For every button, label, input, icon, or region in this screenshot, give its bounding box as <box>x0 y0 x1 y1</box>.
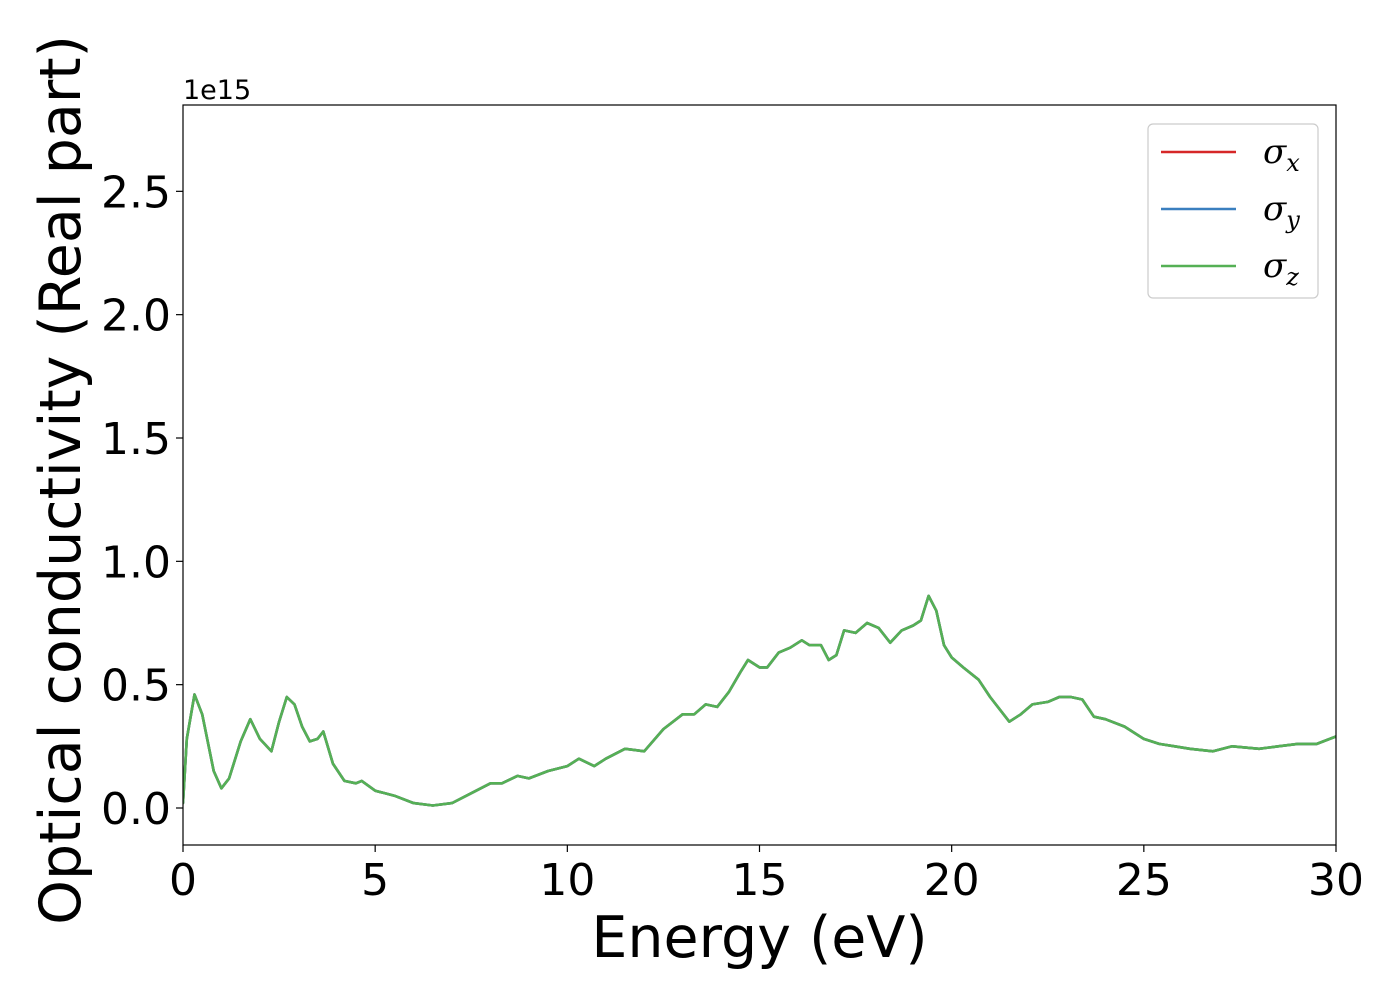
legend-symbol: σ <box>1263 246 1287 286</box>
plot-lines <box>183 594 1336 807</box>
y-tick-label: 0.5 <box>101 661 171 712</box>
legend-label-z: σz <box>1263 246 1299 291</box>
x-tick-label: 30 <box>1308 855 1364 906</box>
x-tick-label: 0 <box>169 855 197 906</box>
x-axis-ticks: 0 5 10 15 20 25 30 <box>169 845 1364 906</box>
y-tick-label: 0.0 <box>101 784 171 835</box>
x-tick-label: 5 <box>361 855 389 906</box>
y-tick-label: 1.0 <box>101 537 171 588</box>
legend-label-x: σx <box>1263 132 1300 177</box>
y-offset-text: 1e15 <box>183 75 251 106</box>
series-line-z <box>183 594 1336 807</box>
x-axis-label: Energy (eV) <box>591 905 927 971</box>
legend-subscript: y <box>1285 206 1300 234</box>
y-axis-label: Optical conductivity (Real part) <box>28 35 94 925</box>
y-tick-label: 2.5 <box>101 167 171 218</box>
x-tick-label: 10 <box>539 855 595 906</box>
x-tick-label: 15 <box>732 855 788 906</box>
legend-subscript: z <box>1285 263 1299 291</box>
y-tick-label: 1.5 <box>101 414 171 465</box>
legend-symbol: σ <box>1263 189 1287 229</box>
legend-label-y: σy <box>1263 189 1300 234</box>
legend-subscript: x <box>1286 149 1300 177</box>
x-tick-label: 20 <box>924 855 980 906</box>
x-tick-label: 25 <box>1116 855 1172 906</box>
legend-box <box>1147 123 1319 299</box>
legend-symbol: σ <box>1263 132 1287 172</box>
y-tick-label: 2.0 <box>101 291 171 342</box>
y-axis-ticks: 0.0 0.5 1.0 1.5 2.0 2.5 <box>101 167 183 835</box>
